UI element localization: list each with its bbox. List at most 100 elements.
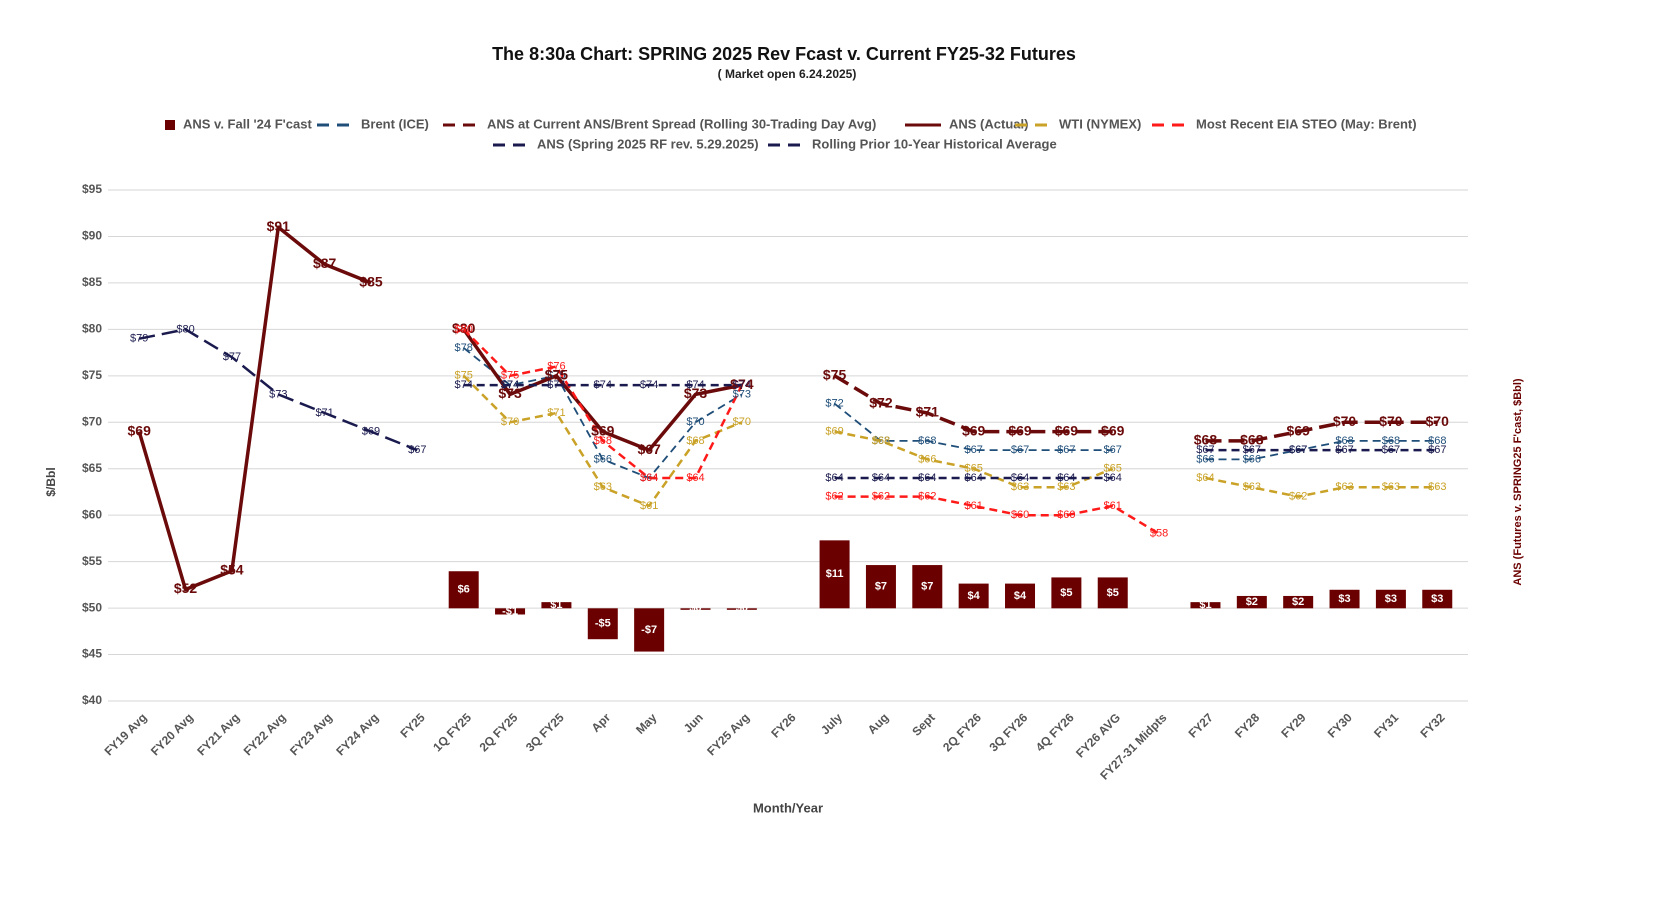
data-label: $75 — [545, 367, 569, 383]
x-tick-label: May — [633, 710, 660, 737]
data-label: $64 — [825, 472, 843, 484]
bar-label: $7 — [875, 581, 887, 593]
data-label: $85 — [359, 274, 383, 290]
data-label: $74 — [733, 379, 751, 391]
data-label: $54 — [220, 562, 244, 578]
data-label: $70 — [1426, 413, 1450, 429]
legend-swatch — [165, 120, 175, 130]
bar — [680, 608, 711, 610]
legend-item: Brent (ICE) — [317, 116, 429, 131]
bar-label: $3 — [1338, 593, 1350, 605]
data-label: $64 — [1011, 472, 1029, 484]
data-label: $64 — [1196, 472, 1214, 484]
bar-label: $3 — [1431, 593, 1443, 605]
x-tick-label: FY26 — [768, 710, 798, 740]
data-label: $69 — [962, 422, 986, 438]
data-label: $69 — [1101, 422, 1125, 438]
data-label: $69 — [1287, 422, 1311, 438]
data-label: $69 — [591, 422, 615, 438]
legend-item: ANS at Current ANS/Brent Spread (Rolling… — [443, 116, 876, 131]
data-label: $73 — [733, 388, 751, 400]
x-tick-label: FY25 Avg — [704, 710, 752, 758]
data-label: $68 — [872, 435, 890, 447]
data-label: $87 — [313, 255, 337, 271]
data-label: $91 — [267, 218, 291, 234]
bar-label: $4 — [968, 590, 981, 602]
data-label: $69 — [362, 425, 380, 437]
series-line — [138, 328, 418, 452]
data-label: $76 — [547, 360, 565, 372]
bar — [726, 608, 757, 610]
data-label: $58 — [1150, 528, 1168, 540]
y-tick-label: $80 — [82, 322, 102, 336]
bar — [1236, 595, 1267, 609]
data-label: $63 — [594, 481, 612, 493]
data-label: $69 — [128, 422, 152, 438]
data-label: $68 — [686, 435, 704, 447]
data-label: $73 — [269, 388, 287, 400]
x-tick-label: FY30 — [1325, 710, 1355, 740]
data-label: $62 — [872, 491, 890, 503]
data-label: $75 — [823, 367, 847, 383]
x-tick-label: Apr — [589, 710, 614, 735]
data-label: $80 — [455, 323, 473, 335]
data-label: $64 — [964, 472, 982, 484]
data-label: $63 — [1382, 481, 1400, 493]
y-axis-label: $/Bbl — [44, 467, 58, 496]
legend-label: ANS at Current ANS/Brent Spread (Rolling… — [487, 116, 876, 131]
chart-subtitle: ( Market open 6.24.2025) — [718, 67, 857, 81]
data-label: $73 — [684, 385, 708, 401]
data-label: $67 — [408, 444, 426, 456]
data-label: $67 — [1057, 444, 1075, 456]
bar — [865, 565, 896, 609]
data-label: $74 — [730, 376, 754, 392]
data-label: $63 — [1243, 481, 1261, 493]
data-label: $64 — [640, 472, 658, 484]
bar — [541, 602, 572, 609]
bar — [1329, 589, 1360, 609]
data-label: $66 — [1196, 453, 1214, 465]
x-tick-label: 2Q FY26 — [940, 710, 984, 754]
y-tick-label: $70 — [82, 414, 102, 428]
bar — [1190, 602, 1221, 609]
data-label: $64 — [872, 472, 890, 484]
chart-title: The 8:30a Chart: SPRING 2025 Rev Fcast v… — [492, 44, 1076, 64]
bar — [1283, 595, 1314, 609]
data-label: $67 — [1428, 444, 1446, 456]
data-label: $68 — [1382, 435, 1400, 447]
y-tick-label: $95 — [82, 182, 102, 196]
data-label: $67 — [1335, 444, 1353, 456]
bar-label: $7 — [921, 581, 933, 593]
bar-label: $1 — [1199, 599, 1211, 611]
data-label: $70 — [686, 416, 704, 428]
data-label: $63 — [1335, 481, 1353, 493]
legend-label: WTI (NYMEX) — [1059, 116, 1141, 131]
bar — [1097, 577, 1128, 609]
data-label: $67 — [1011, 444, 1029, 456]
data-label: $70 — [733, 416, 751, 428]
legend-label: ANS v. Fall '24 F'cast — [183, 116, 312, 131]
data-label: $80 — [452, 320, 476, 336]
data-label: $75 — [501, 370, 519, 382]
data-label: $72 — [825, 398, 843, 410]
y-tick-label: $75 — [82, 368, 102, 382]
y2-axis-label: ANS (Futures v. SPRING25 F'cast, $Bbl) — [1512, 378, 1524, 586]
bar — [819, 540, 850, 609]
data-label: $64 — [918, 472, 936, 484]
data-label: $64 — [1057, 472, 1075, 484]
bar-label: -$1 — [502, 605, 518, 617]
data-label: $77 — [223, 351, 241, 363]
series-line — [462, 328, 1160, 535]
x-tick-label: FY29 — [1278, 710, 1308, 740]
y-tick-label: $40 — [82, 693, 102, 707]
data-label: $62 — [918, 491, 936, 503]
bar — [634, 608, 665, 652]
data-label: $74 — [594, 379, 612, 391]
x-tick-label: 3Q FY26 — [987, 710, 1031, 754]
y-tick-label: $65 — [82, 461, 102, 475]
data-label: $67 — [964, 444, 982, 456]
data-label: $73 — [498, 385, 522, 401]
data-label: $52 — [174, 580, 198, 596]
x-tick-label: July — [818, 710, 845, 737]
data-label: $64 — [640, 472, 658, 484]
